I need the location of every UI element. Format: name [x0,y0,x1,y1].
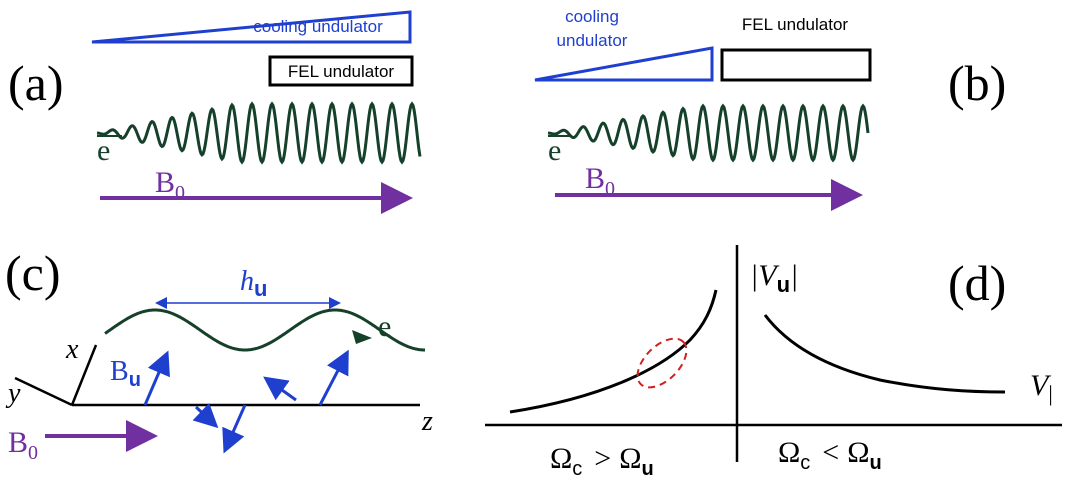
electron-label: e [548,134,561,167]
field-sub: u [129,369,141,391]
undulator-field-label: Bu [110,356,141,391]
field-arrow [263,376,297,402]
electron-wave [547,103,870,163]
fel-label: FEL undulator [288,62,394,81]
cooling-undulator [534,46,714,82]
field-base: B [8,426,28,459]
field-arrow [143,350,170,406]
axis-label: y [5,378,21,409]
label-base: Ω [778,436,800,469]
cooling-label: undulator [557,31,628,50]
label-sub: u [642,458,654,480]
label-end: | [790,259,798,292]
panel-label: (c) [5,245,61,301]
label-base: V [1030,369,1052,402]
electron-trajectory [104,308,425,352]
label-op: > [594,442,611,475]
fel-undulator [268,55,414,87]
label-base: Ω [619,442,641,475]
panel-label: (b) [948,55,1006,111]
cooling-undulator [91,10,412,44]
field-arrow [222,404,247,454]
label-sub: c [572,458,582,480]
x-axis [70,344,98,406]
electron-arrowhead [352,330,372,344]
region-label: Ωc < Ωu [778,436,882,474]
label-base: Ω [847,436,869,469]
electron-label: e [378,310,391,343]
field-base: B [110,356,129,387]
label-op: < [822,436,839,469]
region-label: Ωc > Ωu [550,442,654,480]
y-axis [14,376,73,407]
period-base: h [240,266,254,297]
electron-wave [96,101,422,165]
panel-label: (a) [8,55,64,111]
axis-label: x [65,334,79,365]
cooling-label: cooling undulator [253,17,383,36]
y-axis-label: |Vu| [750,259,798,297]
axis-label: z [421,406,433,437]
field-label: B0 [8,426,38,464]
electron-label: e [97,134,110,167]
cooling-label: cooling [565,7,619,26]
label-sub: u [777,272,790,297]
field-label: B0 [155,166,185,204]
period-label: hu [240,266,267,301]
field-label: B0 [585,162,615,200]
panel-label: (d) [948,255,1006,311]
label-base: |V [750,259,780,292]
field-sub: 0 [175,182,185,204]
field-arrow [192,402,219,429]
field-arrow [318,349,349,406]
undulator-field-arrows [143,349,349,454]
field-base: B [585,162,605,195]
label-sub: c [800,452,810,474]
field-sub: 0 [28,442,38,464]
label-sub: | [1048,381,1052,406]
highlight-ellipse [636,337,688,389]
x-axis-label: V| [1030,369,1053,406]
right-curve [763,314,1006,394]
field-base: B [155,166,175,199]
left-curve [509,289,718,414]
label-base: Ω [550,442,572,475]
field-sub: 0 [605,178,615,200]
label-sub: u [870,452,882,474]
period-sub: u [254,276,267,301]
fel-label: FEL undulator [742,15,848,34]
fel-undulator [720,48,872,82]
